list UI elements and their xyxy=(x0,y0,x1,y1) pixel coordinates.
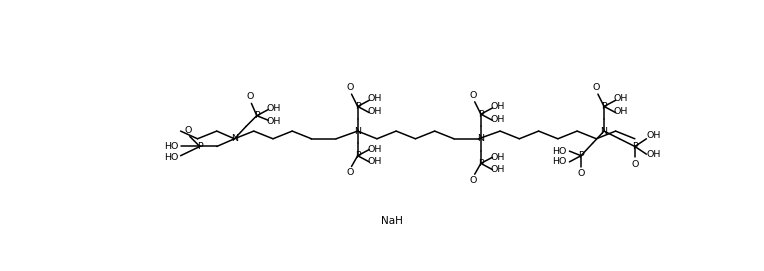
Text: N: N xyxy=(478,134,484,143)
Text: P: P xyxy=(478,110,484,119)
Text: O: O xyxy=(247,92,254,101)
Text: O: O xyxy=(631,160,639,169)
Text: P: P xyxy=(354,102,361,111)
Text: O: O xyxy=(185,126,192,135)
Text: OH: OH xyxy=(367,157,382,166)
Text: P: P xyxy=(478,159,484,168)
Text: O: O xyxy=(470,176,477,185)
Text: OH: OH xyxy=(367,107,382,116)
Text: HO: HO xyxy=(552,147,567,156)
Text: HO: HO xyxy=(164,142,179,151)
Text: P: P xyxy=(578,151,584,160)
Text: OH: OH xyxy=(613,107,628,116)
Text: NaH: NaH xyxy=(380,216,403,226)
Text: O: O xyxy=(346,168,354,177)
Text: P: P xyxy=(632,142,638,151)
Text: OH: OH xyxy=(646,131,661,140)
Text: P: P xyxy=(354,151,361,160)
Text: HO: HO xyxy=(164,153,179,162)
Text: HO: HO xyxy=(552,157,567,166)
Text: OH: OH xyxy=(367,94,382,103)
Text: P: P xyxy=(197,142,202,151)
Text: N: N xyxy=(354,127,361,136)
Text: OH: OH xyxy=(490,115,505,124)
Text: O: O xyxy=(578,169,584,178)
Text: O: O xyxy=(346,83,354,92)
Text: N: N xyxy=(601,127,607,136)
Text: OH: OH xyxy=(367,145,382,154)
Text: N: N xyxy=(231,134,238,143)
Text: P: P xyxy=(601,102,607,111)
Text: OH: OH xyxy=(267,117,281,125)
Text: OH: OH xyxy=(490,102,505,111)
Text: OH: OH xyxy=(613,94,628,103)
Text: P: P xyxy=(254,111,260,120)
Text: OH: OH xyxy=(490,165,505,174)
Text: O: O xyxy=(470,91,477,100)
Text: OH: OH xyxy=(490,153,505,162)
Text: O: O xyxy=(593,83,600,92)
Text: OH: OH xyxy=(646,150,661,159)
Text: OH: OH xyxy=(267,104,281,113)
